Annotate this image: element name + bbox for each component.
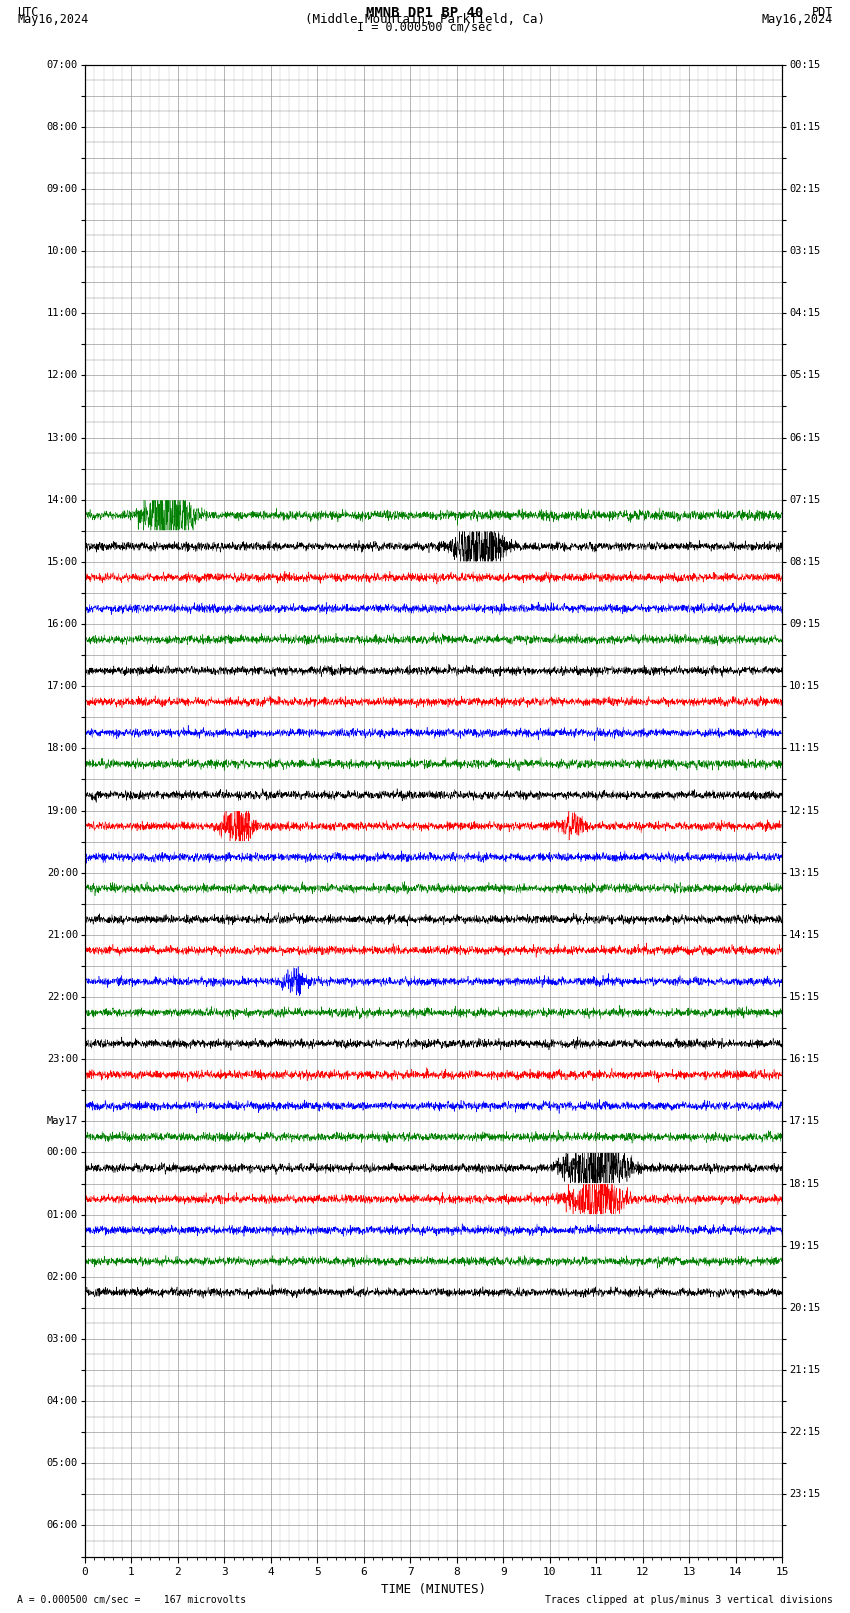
- X-axis label: TIME (MINUTES): TIME (MINUTES): [381, 1582, 486, 1595]
- Text: May16,2024: May16,2024: [762, 13, 833, 26]
- Text: (Middle Mountain, Parkfield, Ca): (Middle Mountain, Parkfield, Ca): [305, 13, 545, 26]
- Text: UTC: UTC: [17, 5, 38, 19]
- Text: May16,2024: May16,2024: [17, 13, 88, 26]
- Text: I = 0.000500 cm/sec: I = 0.000500 cm/sec: [357, 19, 493, 34]
- Text: MMNB DP1 BP 40: MMNB DP1 BP 40: [366, 5, 484, 19]
- Text: PDT: PDT: [812, 5, 833, 19]
- Text: Traces clipped at plus/minus 3 vertical divisions: Traces clipped at plus/minus 3 vertical …: [545, 1595, 833, 1605]
- Text: A = 0.000500 cm/sec =    167 microvolts: A = 0.000500 cm/sec = 167 microvolts: [17, 1595, 246, 1605]
